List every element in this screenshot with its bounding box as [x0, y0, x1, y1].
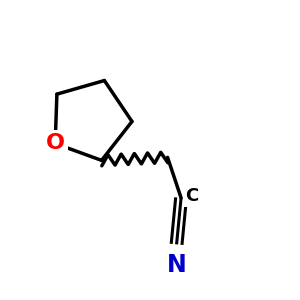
Text: O: O: [46, 134, 65, 154]
Text: N: N: [167, 253, 187, 277]
Text: C: C: [185, 188, 198, 206]
